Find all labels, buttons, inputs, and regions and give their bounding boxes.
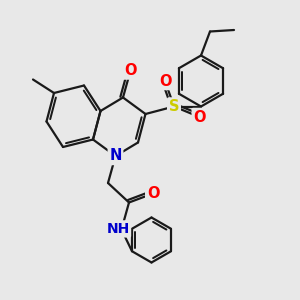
Text: O: O — [193, 110, 206, 124]
Text: NH: NH — [106, 222, 130, 236]
Text: N: N — [109, 148, 122, 164]
Text: O: O — [159, 74, 171, 88]
Text: S: S — [169, 99, 179, 114]
Text: O: O — [124, 63, 137, 78]
Text: O: O — [147, 186, 159, 201]
